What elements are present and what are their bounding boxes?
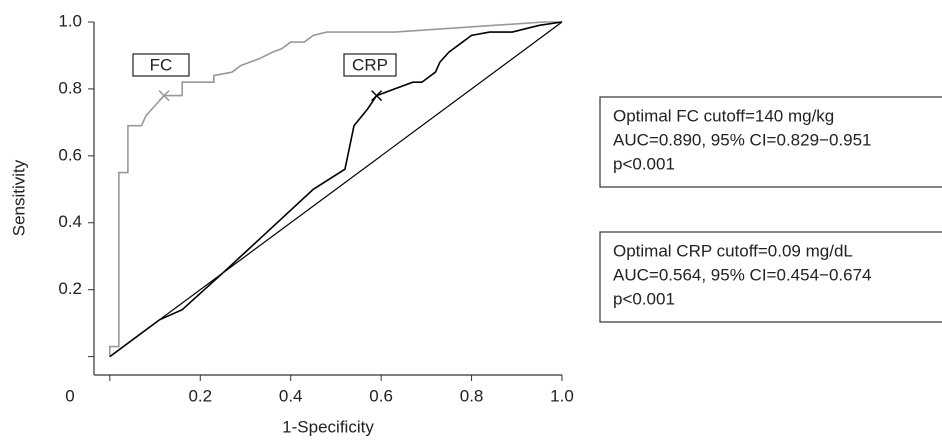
roc-curve <box>109 21 563 358</box>
y-tick-label: 1.0 <box>58 11 82 30</box>
y-tick-label: 0.6 <box>58 145 82 164</box>
y-tick-label: 0.8 <box>58 78 82 97</box>
annotation-text: p<0.001 <box>613 289 675 308</box>
x-tick-label: 0.2 <box>188 386 212 405</box>
series-label-box <box>132 53 190 77</box>
annotation-text: Optimal CRP cutoff=0.09 mg/dL <box>613 241 853 260</box>
series-label: FC <box>150 55 173 74</box>
x-tick-label: 1.0 <box>550 386 574 405</box>
series-label-box <box>343 53 397 77</box>
reference-line <box>109 21 563 358</box>
annotation-text: AUC=0.564, 95% CI=0.454−0.674 <box>613 265 872 284</box>
cutoff-marker <box>371 90 383 102</box>
annotation-text: AUC=0.890, 95% CI=0.829−0.951 <box>613 130 872 149</box>
annotation-box <box>599 231 942 323</box>
x-tick-label: 0.4 <box>279 386 303 405</box>
x-tick-label: 0.8 <box>460 386 484 405</box>
series-label: CRP <box>352 55 388 74</box>
annotation-text: Optimal FC cutoff=140 mg/kg <box>613 106 834 125</box>
y-axis-label: Sensitivity <box>9 159 28 236</box>
origin-label: 0 <box>65 386 74 405</box>
y-tick-label: 0.2 <box>58 279 82 298</box>
x-axis-label: 1-Specificity <box>282 417 374 436</box>
roc-curve <box>109 21 562 357</box>
annotation-text: p<0.001 <box>613 154 675 173</box>
cutoff-marker <box>158 90 170 102</box>
x-tick-label: 0.6 <box>369 386 393 405</box>
annotation-box <box>599 96 942 188</box>
y-tick-label: 0.4 <box>58 212 82 231</box>
